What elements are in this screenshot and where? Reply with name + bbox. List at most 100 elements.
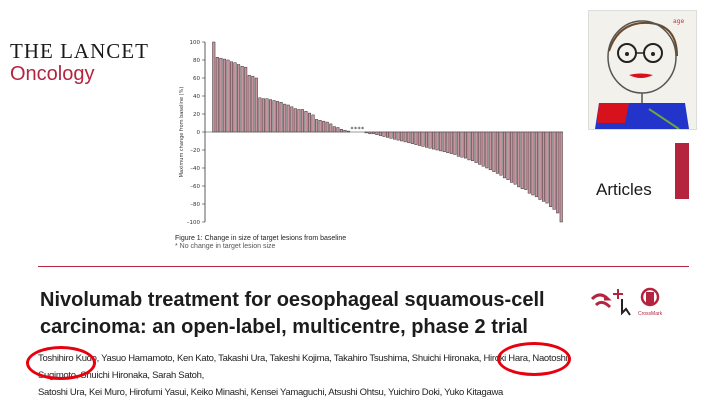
bar [414,131,418,145]
bar [229,61,234,133]
bar [396,131,400,141]
journal-logo: THE LANCET Oncology [10,40,149,86]
bar [318,120,322,133]
bar [456,131,460,157]
crossmark-icon[interactable] [640,287,660,307]
bar [502,131,507,179]
bar [559,131,563,223]
bar [290,106,294,133]
bar [527,131,531,194]
y-tick-label: 20 [193,112,200,118]
bar [215,57,219,133]
bar [244,66,248,133]
y-tick-label: 80 [193,58,200,64]
article-title: Nivolumab treatment for oesophageal squa… [40,287,560,341]
bar [315,119,319,133]
bar [421,131,425,147]
bar [276,101,280,133]
y-tick-label: –100 [187,220,201,226]
y-tick-label: 0 [197,130,201,136]
bar [389,131,393,139]
bar [478,131,482,165]
bar [300,109,304,133]
bar [442,131,446,153]
bar [424,131,429,148]
bar [283,103,287,133]
waterfall-chart: 100 80 60 40 20 0 –20 –40 –60 –80 –100 Maximum chan… [179,40,563,226]
bar [311,114,315,133]
bar [336,127,340,133]
bar [506,131,510,180]
y-tick-label: –60 [190,184,200,190]
bar [393,131,397,140]
no-change-marker: * [351,126,354,133]
bar [541,131,546,202]
bar [446,131,450,153]
bar [307,112,312,133]
bar [237,64,241,133]
y-axis-label: Maximum change from baseline (%) [179,87,185,178]
bar [378,131,382,136]
highlight-circle-author [497,342,571,376]
y-tick-label: 60 [193,76,200,82]
no-change-marker: * [358,126,361,133]
bar [219,57,223,133]
figure-caption-note: * No change in target lesion size [175,243,276,250]
bar [325,121,329,133]
add-to-collection-icon[interactable] [613,289,631,316]
bar [293,108,297,133]
bar [520,131,524,189]
figure-caption: Figure 1: Change in size of target lesio… [175,235,346,251]
bar [453,131,457,155]
article-title-line2: carcinoma: an open-label, multicentre, p… [40,316,528,338]
y-tick-label: 100 [190,40,201,46]
bar [467,131,471,161]
bar [428,131,432,149]
bar [212,41,216,133]
bar [247,75,251,133]
bar [407,131,411,144]
bar [272,100,276,133]
crossmark-label: CrossMark [638,311,663,317]
bar [339,129,343,133]
y-tick-label: –20 [190,148,200,154]
bar [322,120,326,133]
bar [343,129,347,133]
bar [265,98,269,133]
article-title-line1: Nivolumab treatment for oesophageal squa… [40,289,545,311]
bar [538,131,542,200]
bar [297,109,301,133]
bar [552,131,556,210]
author-list-line2: Satoshi Ura, Kei Muro, Hirofumi Yasui, K… [38,387,504,398]
bar [226,59,230,133]
highlight-circle-first-author [26,346,96,380]
bar [371,131,375,135]
bar [492,131,496,172]
figure-caption-title: Figure 1: Change in size of target lesio… [175,235,347,242]
bar [471,131,475,162]
section-label: Articles [596,180,652,199]
no-change-marker: * [361,126,364,133]
bar [517,131,521,188]
bar [510,131,514,183]
share-icon[interactable] [590,293,612,309]
bar [304,111,308,133]
bar [513,131,517,185]
bar [368,131,372,135]
y-tick-label: 40 [193,94,200,100]
bar [435,131,439,151]
svg-text:age: age [673,18,684,25]
bar [254,77,258,133]
bar [222,58,226,133]
bar [545,131,549,204]
author-list-line1: Toshihiro Kudo, Yasuo Hamamoto, Ken Kato… [38,353,568,381]
bar [233,62,237,133]
bar [488,131,492,171]
child-drawing-image: age [588,10,697,130]
bar [251,75,255,133]
bar [400,131,404,142]
bar [332,126,336,133]
bar [403,131,407,143]
bar [346,130,351,133]
bar [549,131,553,207]
